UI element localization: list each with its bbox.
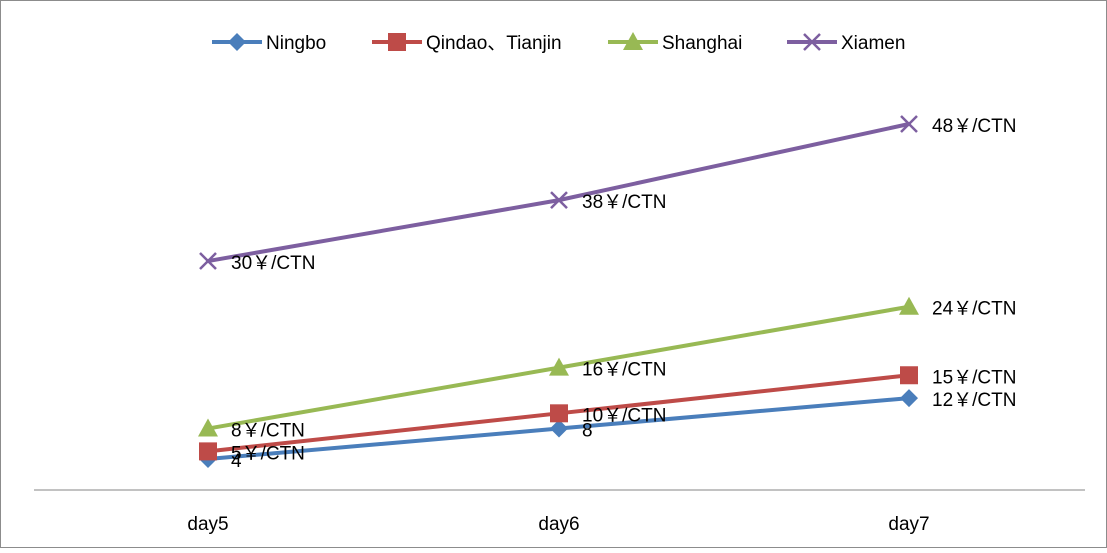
x-tick-label-day6: day6 [538, 514, 579, 535]
data-label-xiamen-day5: 30￥/CTN [231, 253, 315, 274]
legend-marker-ningbo [228, 33, 246, 51]
data-point-qindao-tianjin-day7 [900, 366, 918, 385]
legend: Ningbo Qindao、Tianjin Shanghai Xiamen [212, 32, 905, 54]
data-label-xiamen-day7: 48￥/CTN [932, 116, 1016, 137]
legend-label-qindao-tianjin: Qindao、Tianjin [426, 33, 562, 54]
data-label-ningbo-day6: 8 [582, 421, 593, 442]
x-tick-labels: day5 day6 day7 [187, 514, 929, 535]
legend-marker-xiamen [803, 33, 821, 51]
legend-label-xiamen: Xiamen [841, 33, 905, 54]
data-label-xiamen-day6: 38￥/CTN [582, 192, 666, 213]
data-label-qindao-tianjin-day7: 15￥/CTN [932, 367, 1016, 388]
data-label-qindao-tianjin-day6: 10￥/CTN [582, 405, 666, 426]
series-markers [198, 115, 919, 468]
data-label-qindao-tianjin-day5: 5￥/CTN [231, 443, 305, 464]
data-label-shanghai-day6: 16￥/CTN [582, 360, 666, 381]
legend-label-ningbo: Ningbo [266, 33, 326, 54]
data-point-xiamen-day7 [900, 115, 918, 133]
data-point-qindao-tianjin-day6 [550, 404, 568, 423]
data-point-shanghai-day6 [549, 357, 569, 376]
data-label-ningbo-day7: 12￥/CTN [932, 390, 1016, 411]
data-point-qindao-tianjin-day5 [199, 442, 217, 461]
legend-marker-qindao-tianjin [388, 33, 406, 51]
data-labels: 4 8 12￥/CTN 5￥/CTN 10￥/CTN 15￥/CTN 8￥/CTN 16￥/C… [231, 116, 1016, 472]
legend-marker-shanghai [623, 32, 643, 50]
data-point-shanghai-day5 [198, 418, 218, 437]
data-label-shanghai-day7: 24￥/CTN [932, 299, 1016, 320]
data-point-xiamen-day5 [199, 252, 217, 270]
data-label-ningbo-day5: 4 [231, 451, 242, 472]
legend-label-shanghai: Shanghai [662, 33, 742, 54]
data-point-shanghai-day7 [899, 296, 919, 315]
data-point-ningbo-day6 [550, 419, 568, 438]
data-point-ningbo-day7 [900, 389, 918, 408]
x-tick-label-day7: day7 [888, 514, 929, 535]
data-point-xiamen-day6 [550, 191, 568, 210]
x-tick-label-day5: day5 [187, 514, 228, 535]
data-label-shanghai-day5: 8￥/CTN [231, 421, 305, 442]
